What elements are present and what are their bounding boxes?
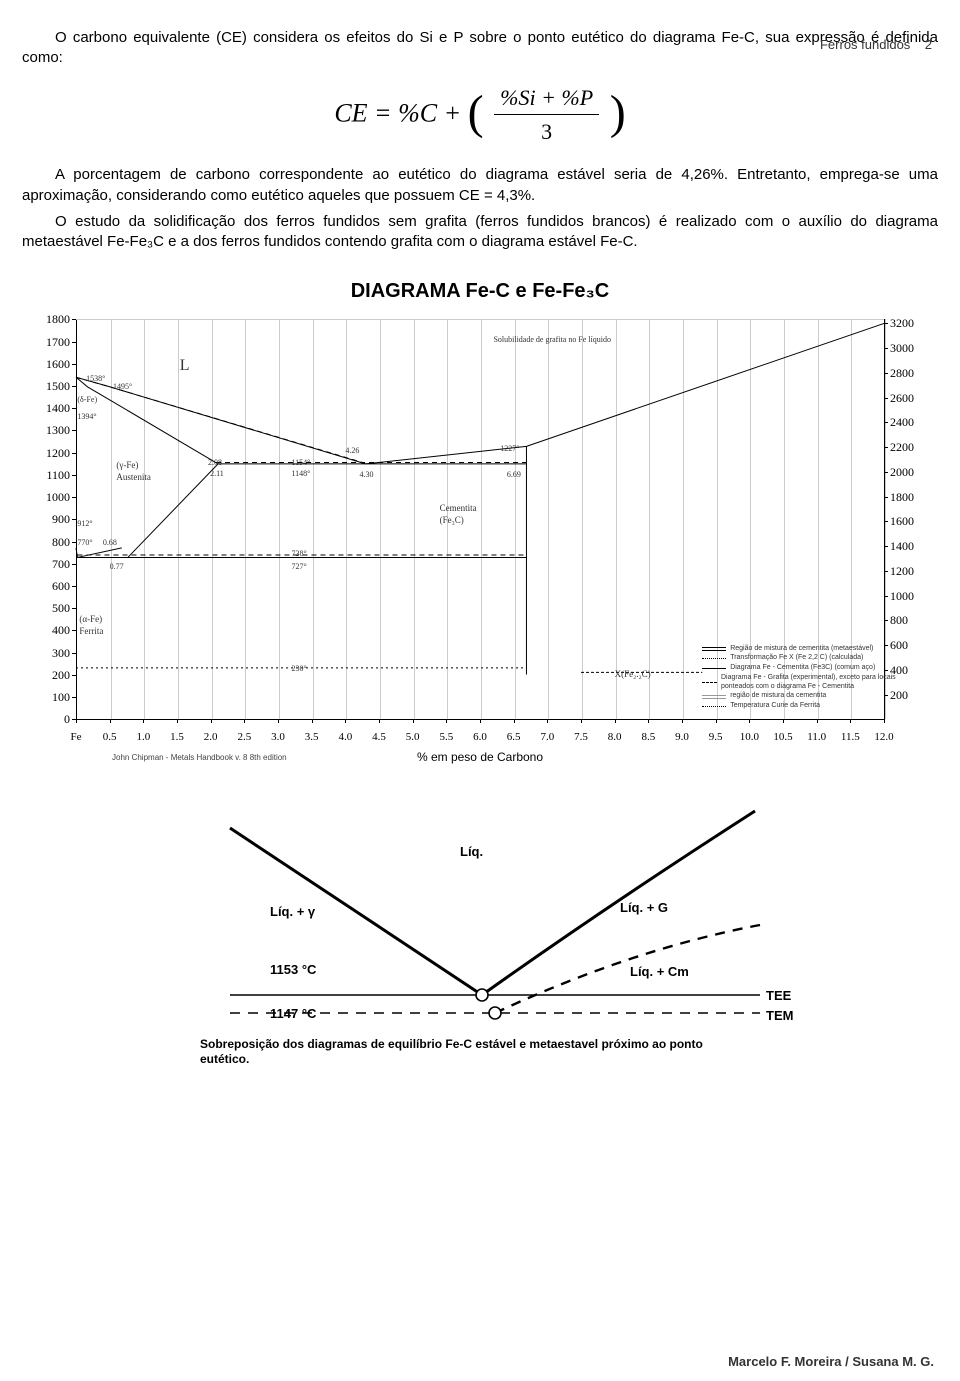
chart1-label: 0.77 [110, 562, 124, 573]
chart1-label: 2.08 [208, 458, 222, 469]
chart1-label: 1227° [500, 444, 519, 455]
chart2-label: Líq. + G [620, 899, 668, 917]
chart2-lines [160, 783, 800, 1073]
chart1-label: X(Fe₂.₂C) [615, 668, 651, 680]
eq-denominator: 3 [494, 115, 599, 147]
chart2-caption: Sobreposição dos diagramas de equilíbrio… [200, 1037, 740, 1067]
eq-numerator: %Si + %P [494, 83, 599, 115]
paragraph-3: O estudo da solidificação dos ferros fun… [22, 212, 938, 253]
running-title: Ferros fundidos [820, 37, 910, 52]
chart2-label: 1147 °C [270, 1005, 316, 1023]
chart1-label: 2.11 [210, 469, 224, 480]
chart2-label: TEM [766, 1007, 793, 1025]
chart1-label: L [180, 355, 190, 377]
page-footer: Marcelo F. Moreira / Susana M. G. [728, 1353, 934, 1371]
chart1-label: 1495° [113, 382, 132, 393]
diagram-title: DIAGRAMA Fe-C e Fe-Fe₃C [22, 278, 938, 305]
eq-lhs: CE = %C + [334, 98, 461, 127]
chart1-label: (α-Fe)Ferrita [79, 613, 103, 637]
paragraph-2: A porcentagem de carbono correspondente … [22, 165, 938, 206]
chart1-label: 770° [77, 538, 92, 549]
chart1-label: (γ-Fe)Austenita [116, 459, 151, 483]
chart1-label: Cementita(Fe₃C) [440, 502, 477, 526]
fe-c-phase-diagram: % em peso de Carbono John Chipman - Meta… [22, 309, 938, 769]
chart2-label: 1153 °C [270, 961, 316, 979]
chart1-label: 4.26 [345, 446, 359, 457]
chart1-label: 738° [291, 549, 306, 560]
paragraph-1: O carbono equivalente (CE) considera os … [22, 28, 938, 69]
eq-fraction: %Si + %P 3 [494, 83, 599, 146]
chart2-label: TEE [766, 987, 791, 1005]
chart1-label: 1538° [86, 374, 105, 385]
paren-right: ) [610, 81, 626, 146]
equation-ce: CE = %C + ( %Si + %P 3 ) [22, 83, 938, 148]
chart1-label: Solubilidade de grafita no Fe líquido [493, 335, 611, 346]
eutectic-overlay-diagram: Líq. Líq. + γ Líq. + G Líq. + Cm 1153 °C 1147… [160, 783, 800, 1073]
chart1-label: 1394° [77, 412, 96, 423]
chart1-label: 912° [77, 519, 92, 530]
chart1-label: 4.30 [360, 470, 374, 481]
chart2-label: Líq. + Cm [630, 963, 689, 981]
chart1-label: (δ-Fe) [77, 395, 97, 406]
chart1-label: 6.69 [507, 470, 521, 481]
chart1-legend: Região de mistura de cementita (metaestá… [702, 644, 912, 712]
chart1-label: 727° [291, 562, 306, 573]
chart2-label: Líq. + γ [270, 903, 315, 921]
page-number: 2 [925, 37, 932, 52]
chart1-label: 1148° [291, 469, 310, 480]
chart1-label: 1154° [291, 458, 310, 469]
chart1-label: 0.68 [103, 538, 117, 549]
running-head: Ferros fundidos 2 [820, 36, 932, 54]
paren-left: ( [468, 81, 484, 146]
chart1-label: 230° [291, 664, 306, 675]
chart2-label: Líq. [460, 843, 483, 861]
